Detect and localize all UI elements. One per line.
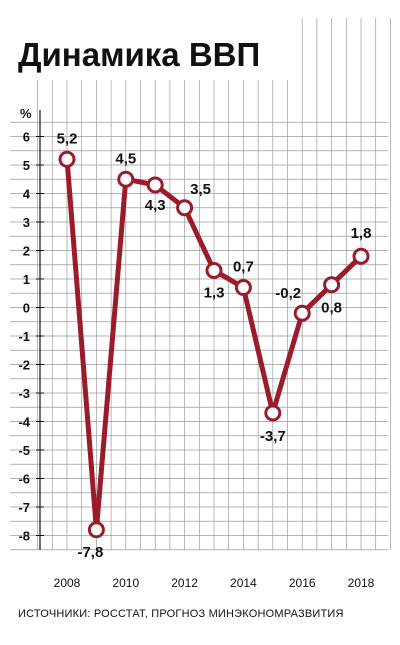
data-label: 4,5 — [115, 150, 136, 167]
data-label: 3,5 — [190, 181, 211, 198]
data-label: 1,8 — [351, 225, 372, 242]
y-tick-label: 5 — [23, 158, 30, 173]
data-label: -0,2 — [275, 285, 301, 302]
chart-title: Динамика ВВП — [18, 36, 260, 73]
data-point — [205, 261, 223, 279]
data-points — [58, 150, 370, 539]
y-tick-label: 2 — [23, 244, 30, 259]
data-point — [323, 276, 341, 294]
x-tick-label: 2018 — [348, 576, 375, 590]
data-point — [264, 404, 282, 422]
y-tick-label: 4 — [23, 187, 31, 202]
x-tick-label: 2008 — [54, 576, 81, 590]
data-label: 5,2 — [57, 130, 78, 147]
data-label: 1,3 — [204, 284, 225, 301]
data-label: 0,7 — [233, 259, 254, 276]
x-tick-label: 2014 — [230, 576, 257, 590]
y-tick-label: -6 — [18, 472, 30, 487]
grid — [10, 18, 391, 551]
data-point — [87, 521, 105, 539]
data-labels: 5,2 -7,8 4,5 4,3 3,5 1,3 0,7 -3,7 -0,2 0,8 1,8 — [57, 130, 372, 561]
y-axis-unit: % — [20, 106, 32, 121]
y-tick-label: -3 — [18, 386, 30, 401]
data-label: -3,7 — [260, 428, 286, 445]
axes: % 6 5 4 3 2 1 0 -1 -2 -3 -4 -5 -6 -7 -8 2008 2010 2012 2014… — [18, 106, 374, 590]
data-label: 4,3 — [145, 197, 166, 214]
y-tick-label: -8 — [18, 529, 30, 544]
title-box — [9, 18, 297, 80]
data-point — [234, 279, 252, 297]
x-tick-label: 2016 — [289, 576, 316, 590]
source-note: ИСТОЧНИКИ: РОССТАТ, ПРОГНОЗ МИНЭКОНОМРАЗ… — [18, 608, 344, 620]
y-tick-label: -1 — [18, 329, 30, 344]
data-point — [58, 150, 76, 168]
x-tick-label: 2010 — [112, 576, 139, 590]
data-point — [146, 176, 164, 194]
y-tick-label: -7 — [18, 500, 30, 515]
data-point — [176, 199, 194, 217]
data-point — [293, 304, 311, 322]
data-label: -7,8 — [77, 544, 103, 561]
y-tick-label: -4 — [18, 415, 30, 430]
y-tick-label: -2 — [18, 358, 30, 373]
data-label: 0,8 — [321, 300, 342, 317]
y-tick-label: 0 — [23, 301, 30, 316]
data-point — [352, 247, 370, 265]
y-tick-label: 6 — [23, 130, 30, 145]
y-tick-label: 3 — [23, 215, 30, 230]
x-tick-label: 2012 — [171, 576, 198, 590]
y-tick-label: 1 — [23, 272, 30, 287]
data-point — [117, 170, 135, 188]
y-tick-label: -5 — [18, 443, 30, 458]
